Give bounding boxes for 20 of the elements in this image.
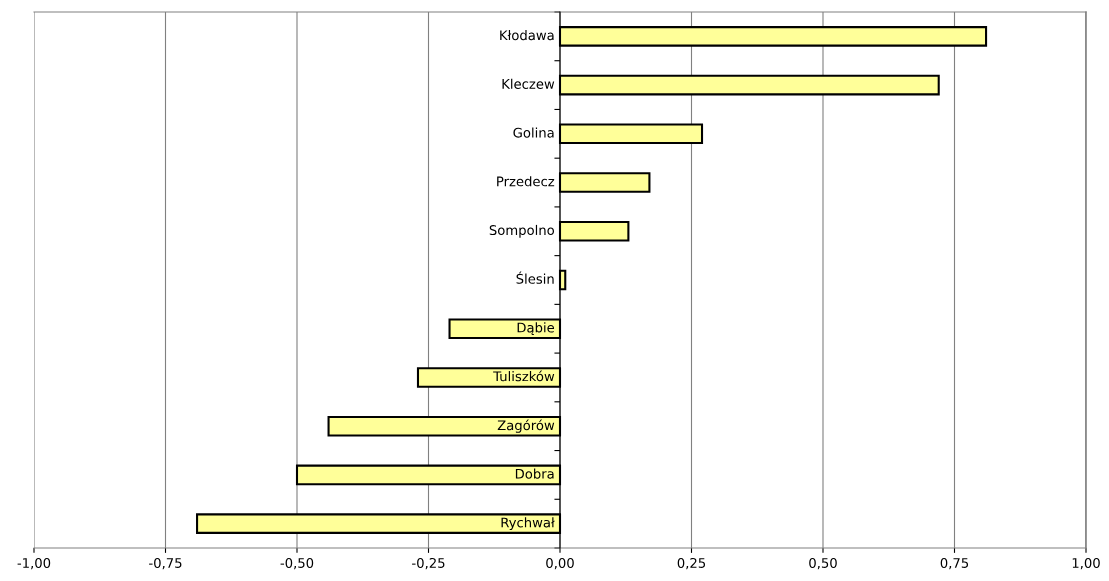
y-tick-label: Kleczew [502,78,555,89]
y-tick-label: Sompolno [489,224,555,238]
y-tick-label: Dobra [515,468,554,479]
x-tick-label: 0,00 [546,557,574,570]
y-tick-label: Przedecz [497,176,555,187]
x-tick-label: -0,25 [412,557,445,570]
x-tick-label: 0,25 [677,557,706,570]
x-tick-label: -0,75 [149,557,182,570]
y-tick-label: Zagórów [497,419,555,433]
y-tick-label: Rychwał [501,517,555,531]
y-tick-label: Ślesin [516,271,554,284]
x-tick-label: -0,50 [280,557,314,570]
y-tick-label: Golina [513,127,554,138]
x-tick-label: 0,50 [809,557,837,570]
y-tick-label: Dąbie [517,322,555,335]
x-tick-label: -1,00 [17,557,51,570]
y-tick-label: Tuliszków [493,370,555,382]
y-tick-label: Kłodawa [500,29,554,41]
x-tick-label: 0,75 [940,557,969,570]
x-tick-label: 1,00 [1072,557,1100,570]
